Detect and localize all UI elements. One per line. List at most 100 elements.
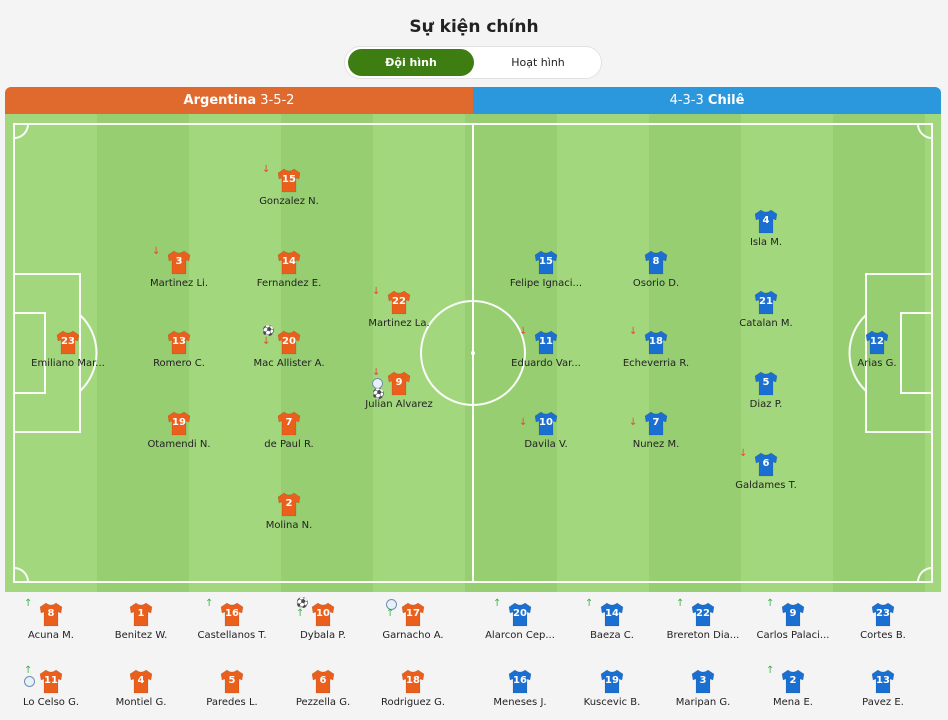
bench-player[interactable]: 23 Cortes B.	[828, 601, 938, 641]
bench-player[interactable]: 20 Alarcon Cep... ↑	[465, 599, 575, 642]
shirt-icon: 6	[310, 668, 336, 694]
shirt-icon: 10	[533, 410, 559, 436]
shirt-icon: 18	[400, 668, 426, 694]
player-name: Julian Alvarez	[365, 399, 433, 410]
shirt-number: 20	[282, 336, 296, 347]
var-icon	[372, 378, 383, 389]
player-name: Diaz P.	[749, 399, 783, 410]
shirt-number: 6	[319, 675, 327, 686]
starting-player[interactable]: 21 Catalan M.	[711, 289, 821, 329]
shirt-icon: 9	[780, 601, 806, 627]
player-name: Gonzalez N.	[259, 196, 319, 207]
bench-player[interactable]: 16 Castellanos T. ↑	[177, 599, 287, 642]
shirt-icon: 19	[599, 668, 625, 694]
bench-player[interactable]: 5 Paredes L.	[177, 668, 287, 708]
starting-player[interactable]: 2 Molina N.	[234, 491, 344, 531]
bench-player[interactable]: 6 Pezzella G.	[268, 668, 378, 708]
shirt-number: 11	[539, 336, 553, 347]
starting-player[interactable]: 5 Diaz P.	[711, 370, 821, 410]
starting-player[interactable]: 6 Galdames T. ↓	[711, 448, 821, 492]
shirt-number: 4	[762, 215, 770, 226]
shirt-icon: 18	[643, 329, 669, 355]
starting-player[interactable]: 22 Martinez La. ↓	[344, 287, 454, 330]
shirt-number: 22	[696, 608, 710, 619]
sub-out-arrow-icon: ↓	[262, 164, 271, 175]
shirt-icon: 15	[533, 249, 559, 275]
starting-player[interactable]: 3 Martinez Li. ↓	[124, 247, 234, 290]
starting-player[interactable]: 20 Mac Allister A. ⚽ ↓	[234, 327, 344, 370]
player-name: Felipe Ignaci...	[509, 278, 583, 289]
shirt-number: 8	[652, 256, 660, 267]
player-name: Isla M.	[749, 237, 783, 248]
shirt-number: 9	[395, 377, 403, 388]
shirt-number: 5	[762, 377, 770, 388]
shirt-number: 19	[172, 417, 186, 428]
shirt-icon: 16	[507, 668, 533, 694]
shirt-icon: 14	[276, 249, 302, 275]
bench-player[interactable]: 3 Maripan G.	[648, 668, 758, 708]
starting-player[interactable]: 9 Julian Alvarez ↓ ⚽	[344, 368, 454, 411]
bench-player[interactable]: 10 Dybala P. ⚽ ↑	[268, 598, 378, 642]
bench-player[interactable]: 17 Garnacho A. ↑	[358, 599, 468, 641]
sub-out-arrow-icon: ↓	[629, 417, 638, 428]
sub-out-arrow-icon: ↓	[739, 448, 748, 459]
bench-player[interactable]: 4 Montiel G.	[86, 668, 196, 708]
starting-player[interactable]: 11 Eduardo Var... ↓	[491, 327, 601, 370]
sub-in-arrow-icon: ↑	[676, 598, 685, 609]
shirt-number: 15	[282, 174, 296, 185]
goal-ball-icon: ⚽	[296, 598, 309, 609]
bench-player[interactable]: 1 Benitez W.	[86, 601, 196, 641]
starting-player[interactable]: 7 Nunez M. ↓	[601, 410, 711, 450]
shirt-icon: 8	[38, 601, 64, 627]
tab-lineup[interactable]: Đội hình	[348, 49, 474, 76]
shirt-icon: 8	[643, 249, 669, 275]
bench-player[interactable]: 14 Baeza C. ↑	[557, 599, 667, 642]
shirt-icon: 10	[310, 601, 336, 627]
shirt-number: 14	[605, 608, 619, 619]
sub-in-arrow-icon: ↑	[24, 598, 33, 609]
starting-player[interactable]: 18 Echeverria R. ↓	[601, 327, 711, 370]
starting-player[interactable]: 15 Felipe Ignaci...	[491, 249, 601, 289]
shirt-number: 7	[285, 417, 293, 428]
player-name: Martinez Li.	[149, 278, 208, 289]
shirt-number: 16	[513, 675, 527, 686]
player-name: Emiliano Mar...	[31, 358, 105, 369]
bench-player[interactable]: 19 Kuscevic B.	[557, 668, 667, 708]
starting-player[interactable]: 19 Otamendi N.	[124, 410, 234, 450]
starting-player[interactable]: 12 Arias G.	[822, 329, 932, 369]
pitch	[5, 114, 941, 592]
shirt-number: 6	[762, 458, 770, 469]
bench-player[interactable]: 2 Mena E. ↑	[738, 666, 848, 709]
shirt-number: 3	[699, 675, 707, 686]
starting-player[interactable]: 13 Romero C.	[124, 329, 234, 369]
starting-player[interactable]: 8 Osorio D.	[601, 249, 711, 289]
shirt-icon: 23	[870, 601, 896, 627]
bench-player[interactable]: 9 Carlos Palaci... ↑	[738, 599, 848, 642]
shirt-icon: 21	[753, 289, 779, 315]
bench-player[interactable]: 8 Acuna M. ↑	[0, 598, 106, 642]
bench-player[interactable]: 11 Lo Celso G. ↑	[0, 666, 106, 709]
shirt-icon: 2	[276, 491, 302, 517]
shirt-number: 3	[175, 256, 183, 267]
tab-animation[interactable]: Hoạt hình	[511, 56, 565, 69]
shirt-icon: 3	[690, 668, 716, 694]
starting-player[interactable]: 4 Isla M.	[711, 208, 821, 248]
bench-player[interactable]: 13 Pavez E.	[828, 668, 938, 708]
player-name: Cortes B.	[860, 630, 906, 641]
bench-player[interactable]: 22 Brereton Dia... ↑	[648, 598, 758, 642]
starting-player[interactable]: 10 Davila V. ↓	[491, 410, 601, 450]
shirt-icon: 1	[128, 601, 154, 627]
starting-player[interactable]: 14 Fernandez E.	[234, 249, 344, 289]
player-name: Otamendi N.	[147, 439, 211, 450]
shirt-number: 19	[605, 675, 619, 686]
starting-player[interactable]: 15 Gonzalez N. ↓	[234, 164, 344, 208]
shirt-icon: 9	[386, 370, 412, 396]
shirt-icon: 4	[753, 208, 779, 234]
bench-player[interactable]: 18 Rodriguez G.	[358, 668, 468, 708]
bench-player[interactable]: 16 Meneses J.	[465, 668, 575, 708]
shirt-icon: 6	[753, 451, 779, 477]
starting-player[interactable]: 7 de Paul R.	[234, 410, 344, 450]
starting-player[interactable]: 23 Emiliano Mar...	[13, 329, 123, 369]
shirt-number: 16	[225, 608, 239, 619]
shirt-icon: 23	[55, 329, 81, 355]
